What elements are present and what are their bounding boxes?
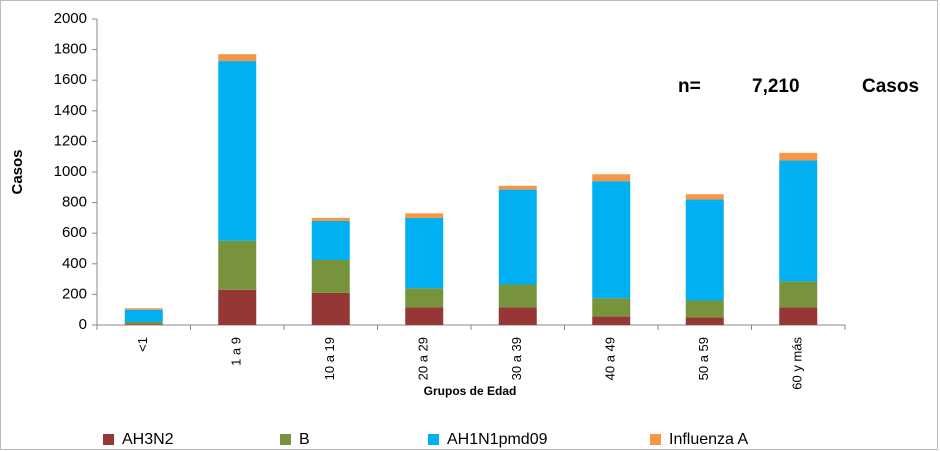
- x-tick-label: <1: [135, 337, 150, 352]
- annotation: 7,210: [752, 76, 800, 97]
- y-tick-label: 2000: [54, 10, 87, 27]
- y-tick-label: 1600: [54, 71, 87, 88]
- bar-segment: [685, 199, 724, 301]
- bar-segment: [779, 281, 818, 308]
- y-tick-label: 800: [62, 194, 87, 211]
- bar-segment: [311, 217, 350, 221]
- legend-swatch: [650, 434, 661, 445]
- legend-label: AH3N2: [122, 431, 174, 448]
- bar-segment: [218, 54, 257, 62]
- bar-segment: [405, 213, 444, 218]
- bar-segment: [779, 160, 818, 282]
- bar-segment: [405, 288, 444, 308]
- y-tick-label: 1000: [54, 163, 87, 180]
- x-tick-label: 50 a 59: [696, 337, 711, 380]
- y-tick-label: 1200: [54, 132, 87, 149]
- x-tick-label: 10 a 19: [322, 337, 337, 380]
- bar-segment: [498, 307, 537, 325]
- bar-segment: [311, 220, 350, 260]
- x-axis-title: Grupos de Edad: [424, 384, 517, 398]
- legend-label: B: [299, 431, 310, 448]
- legend-swatch: [428, 434, 439, 445]
- bar-segment: [124, 309, 163, 322]
- bar-segment: [685, 300, 724, 318]
- x-tick-label: 30 a 39: [509, 337, 524, 380]
- bar-segment: [685, 194, 724, 200]
- bar-segment: [779, 152, 818, 161]
- bar-segment: [218, 289, 257, 325]
- bar-segment: [405, 307, 444, 325]
- legend-label: AH1N1pmd09: [447, 431, 548, 448]
- y-tick-label: 200: [62, 285, 87, 302]
- annotation: Casos: [862, 76, 919, 97]
- bar-segment: [592, 298, 631, 317]
- x-tick-label: 60 y más: [790, 337, 805, 390]
- y-tick-label: 1800: [54, 41, 87, 58]
- legend-swatch: [280, 434, 291, 445]
- bar-segment: [311, 292, 350, 325]
- legend-label: Influenza A: [669, 431, 749, 448]
- bar-segment: [685, 317, 724, 325]
- y-tick-label: 400: [62, 255, 87, 272]
- bar-segment: [592, 316, 631, 325]
- y-tick-label: 0: [79, 316, 87, 333]
- y-axis-title: Casos: [9, 149, 26, 194]
- bar-segment: [405, 217, 444, 289]
- bar-segment: [218, 61, 257, 241]
- bar-segment: [124, 321, 163, 325]
- y-tick-label: 1400: [54, 102, 87, 119]
- x-tick-label: 40 a 49: [603, 337, 618, 380]
- bar-segment: [124, 324, 163, 325]
- x-tick-label: 1 a 9: [229, 337, 244, 366]
- bar-segment: [498, 284, 537, 308]
- annotation: n=: [678, 76, 701, 97]
- legend-swatch: [103, 434, 114, 445]
- bar-segment: [779, 307, 818, 325]
- bar-segment: [592, 174, 631, 182]
- bar-segment: [592, 181, 631, 299]
- bar-segment: [124, 308, 163, 310]
- bar-segment: [498, 189, 537, 285]
- bar-segment: [498, 185, 537, 190]
- x-tick-label: 20 a 29: [416, 337, 431, 380]
- y-tick-label: 600: [62, 224, 87, 241]
- bar-segment: [218, 240, 257, 290]
- bar-segment: [311, 259, 350, 293]
